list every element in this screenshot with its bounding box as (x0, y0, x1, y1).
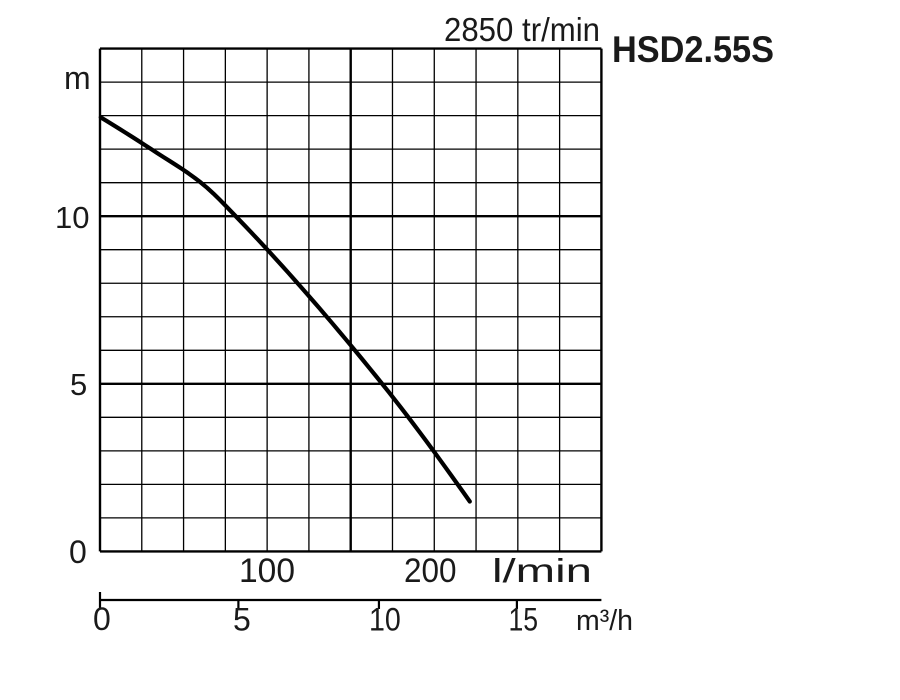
svg-text:m³/h: m³/h (576, 605, 633, 637)
svg-text:m: m (64, 60, 91, 96)
svg-text:5: 5 (233, 602, 251, 638)
svg-text:200: 200 (404, 552, 457, 590)
svg-text:15: 15 (509, 602, 539, 638)
svg-text:HSD2.55S: HSD2.55S (612, 29, 774, 70)
svg-text:10: 10 (369, 602, 401, 638)
svg-text:0: 0 (93, 601, 111, 637)
svg-text:100: 100 (239, 552, 295, 590)
svg-text:0: 0 (69, 534, 87, 570)
svg-text:2850 tr/min: 2850 tr/min (444, 11, 600, 48)
svg-text:10: 10 (55, 200, 89, 235)
svg-text:5: 5 (70, 367, 87, 402)
svg-text:l/min: l/min (492, 552, 592, 589)
